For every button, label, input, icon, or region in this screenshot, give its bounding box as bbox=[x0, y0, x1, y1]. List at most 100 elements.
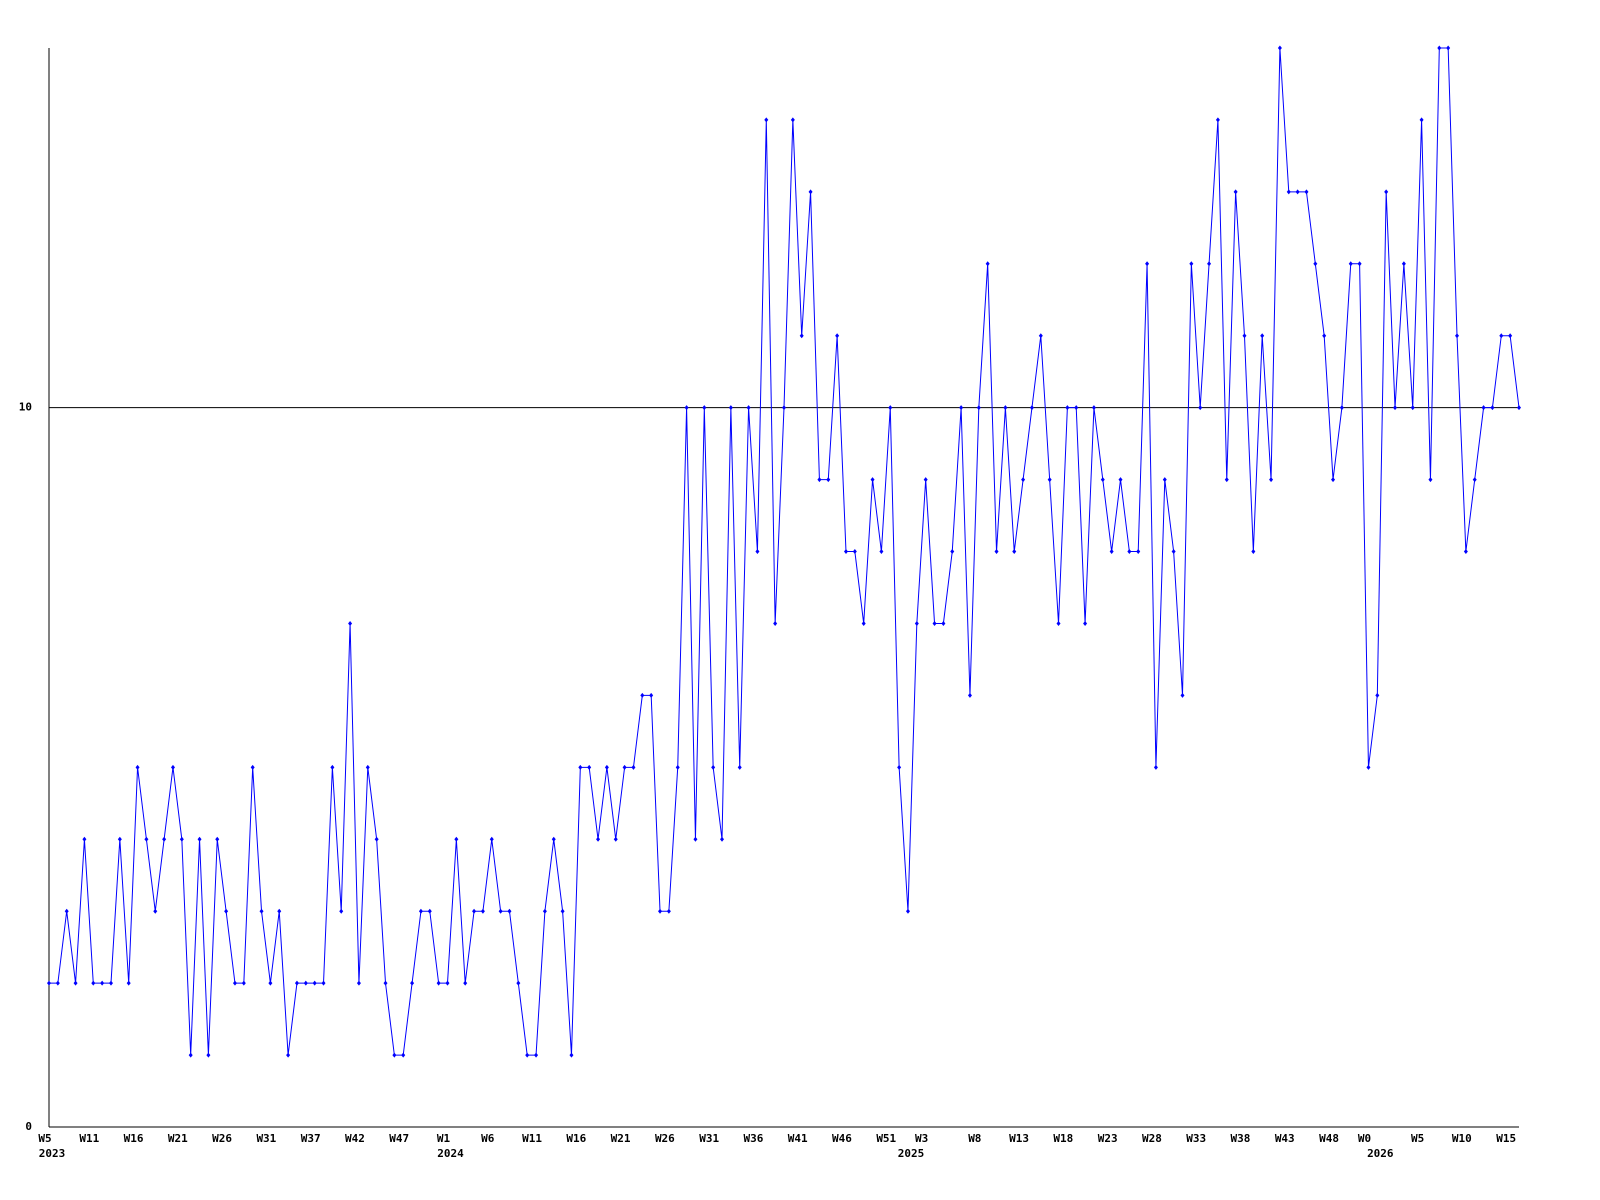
point-marker bbox=[1003, 405, 1008, 411]
point-marker bbox=[843, 549, 848, 555]
point-marker bbox=[1508, 333, 1513, 339]
point-marker bbox=[622, 764, 627, 770]
point-marker bbox=[1083, 620, 1088, 626]
x-tick-label: W16 bbox=[566, 1132, 586, 1145]
point-marker bbox=[1295, 189, 1300, 195]
point-marker bbox=[1322, 333, 1327, 339]
x-tick-label: W5 bbox=[1411, 1132, 1424, 1145]
point-marker bbox=[445, 980, 450, 986]
point-marker bbox=[259, 908, 264, 914]
point-marker bbox=[799, 333, 804, 339]
point-marker bbox=[1313, 261, 1318, 267]
point-marker bbox=[82, 836, 87, 842]
point-marker bbox=[773, 620, 778, 626]
point-marker bbox=[1153, 764, 1158, 770]
point-marker bbox=[1189, 261, 1194, 267]
point-marker bbox=[1401, 261, 1406, 267]
x-tick-label: W48 bbox=[1319, 1132, 1339, 1145]
point-marker bbox=[179, 836, 184, 842]
point-marker bbox=[1127, 549, 1132, 555]
point-marker bbox=[1100, 477, 1105, 483]
point-marker bbox=[826, 477, 831, 483]
point-marker bbox=[277, 908, 282, 914]
point-marker bbox=[170, 764, 175, 770]
x-year-label: 2023 bbox=[39, 1147, 66, 1160]
point-marker bbox=[232, 980, 237, 986]
point-marker bbox=[1437, 45, 1442, 51]
point-marker bbox=[782, 405, 786, 411]
point-marker bbox=[294, 980, 299, 986]
point-marker bbox=[1162, 477, 1167, 483]
point-marker bbox=[224, 908, 229, 914]
point-marker bbox=[268, 980, 273, 986]
point-marker bbox=[153, 908, 158, 914]
point-marker bbox=[1065, 405, 1070, 411]
point-marker bbox=[817, 477, 822, 483]
point-marker bbox=[1109, 549, 1114, 555]
y-tick-label: 10 bbox=[19, 401, 32, 414]
point-marker bbox=[1357, 261, 1362, 267]
point-marker bbox=[658, 908, 663, 914]
point-marker bbox=[693, 836, 698, 842]
point-marker bbox=[1428, 477, 1433, 483]
point-marker bbox=[604, 764, 609, 770]
point-marker bbox=[91, 980, 96, 986]
point-marker bbox=[1207, 261, 1212, 267]
series-line bbox=[49, 47, 1520, 1056]
point-marker bbox=[1375, 692, 1380, 698]
x-tick-label: W13 bbox=[1009, 1132, 1029, 1145]
x-tick-label: W23 bbox=[1098, 1132, 1118, 1145]
point-marker bbox=[702, 405, 707, 411]
point-marker bbox=[959, 405, 964, 411]
point-marker bbox=[64, 908, 69, 914]
point-marker bbox=[737, 764, 742, 770]
point-marker bbox=[1251, 549, 1256, 555]
point-marker bbox=[631, 764, 636, 770]
x-tick-label: W51 bbox=[876, 1132, 896, 1145]
x-tick-label: W6 bbox=[481, 1132, 495, 1145]
point-marker bbox=[1029, 405, 1034, 411]
point-marker bbox=[356, 980, 361, 986]
point-marker bbox=[720, 836, 725, 842]
x-tick-label: W26 bbox=[655, 1132, 675, 1145]
point-marker bbox=[560, 908, 565, 914]
point-marker bbox=[1331, 477, 1336, 483]
point-marker bbox=[1242, 333, 1247, 339]
point-marker bbox=[923, 477, 928, 483]
point-marker bbox=[215, 836, 220, 842]
point-marker bbox=[1517, 405, 1521, 411]
point-marker bbox=[73, 980, 78, 986]
x-tick-label: W3 bbox=[915, 1132, 928, 1145]
x-tick-label: W38 bbox=[1231, 1132, 1251, 1145]
point-marker bbox=[1277, 45, 1282, 51]
x-tick-label: W41 bbox=[788, 1132, 808, 1145]
point-marker bbox=[480, 908, 485, 914]
x-tick-label: W46 bbox=[832, 1132, 852, 1145]
point-marker bbox=[587, 764, 592, 770]
x-tick-label: W1 bbox=[437, 1132, 451, 1145]
point-marker bbox=[994, 549, 999, 555]
point-marker bbox=[241, 980, 246, 986]
x-year-label: 2024 bbox=[437, 1147, 464, 1160]
x-tick-label: W5 bbox=[38, 1132, 51, 1145]
point-marker bbox=[888, 405, 893, 411]
point-marker bbox=[1136, 549, 1141, 555]
point-marker bbox=[534, 1052, 539, 1058]
x-tick-label: W42 bbox=[345, 1132, 365, 1145]
point-marker bbox=[976, 405, 981, 411]
point-marker bbox=[1012, 549, 1017, 555]
point-marker bbox=[551, 836, 556, 842]
point-marker bbox=[1145, 261, 1150, 267]
point-marker bbox=[303, 980, 308, 986]
x-tick-label: W21 bbox=[611, 1132, 631, 1145]
point-marker bbox=[472, 908, 477, 914]
point-marker bbox=[188, 1052, 193, 1058]
point-marker bbox=[1047, 477, 1052, 483]
point-marker bbox=[348, 620, 353, 626]
point-marker bbox=[1490, 405, 1495, 411]
point-marker bbox=[162, 836, 167, 842]
point-marker bbox=[1180, 692, 1185, 698]
point-marker bbox=[108, 980, 113, 986]
point-marker bbox=[1233, 189, 1238, 195]
point-marker bbox=[613, 836, 618, 842]
